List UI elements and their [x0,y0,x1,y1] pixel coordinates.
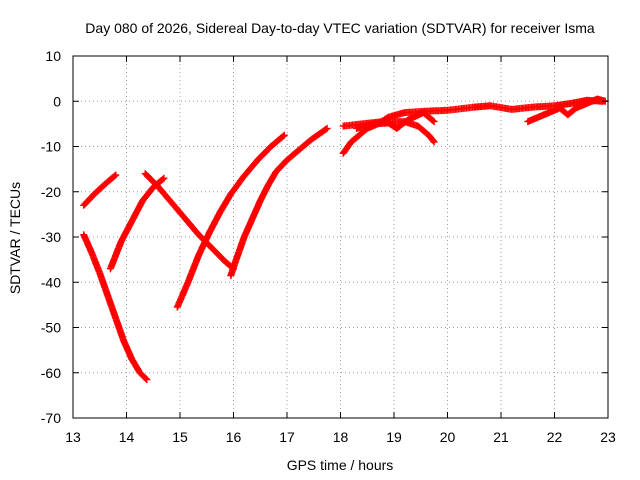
y-tick-label: 0 [53,93,61,109]
x-tick-label: 19 [386,429,402,445]
y-tick-label: 10 [45,48,61,64]
y-axis-label: SDTVAR / TECUs [7,182,23,294]
y-tick-label: -10 [41,139,61,155]
data-point-markers [80,171,120,209]
y-tick-label: -40 [41,274,61,290]
x-tick-label: 14 [119,429,135,445]
data-points [80,95,609,383]
series-track-6 [227,124,331,279]
y-tick-label: -30 [41,229,61,245]
y-tick-label: -60 [41,365,61,381]
y-tick-labels: 10 0 -10 -20 -30 -40 -50 -60 -70 [41,48,61,426]
data-point-markers [227,124,331,279]
x-tick-label: 15 [172,429,188,445]
axis-ticks [72,55,609,419]
series-track-9 [353,109,438,132]
x-tick-label: 20 [440,429,456,445]
x-tick-label: 21 [493,429,509,445]
chart-title: Day 080 of 2026, Sidereal Day-to-day VTE… [85,20,595,36]
x-tick-label: 13 [65,429,81,445]
x-tick-label: 17 [279,429,295,445]
data-point-markers [524,95,609,126]
data-point-markers [80,231,151,383]
data-point-markers [173,131,288,311]
series-track-5 [173,131,288,311]
x-tick-label: 16 [226,429,242,445]
x-tick-labels: 13 14 15 16 17 18 19 20 21 22 23 [65,429,616,445]
data-point-markers [353,109,438,132]
series-track-2 [80,231,151,383]
series-track-1 [80,171,120,209]
x-tick-label: 23 [600,429,616,445]
y-tick-label: -50 [41,320,61,336]
x-tick-label: 22 [547,429,563,445]
y-tick-label: -70 [41,410,61,426]
y-tick-label: -20 [41,184,61,200]
x-axis-label: GPS time / hours [287,457,394,473]
series-track-10 [524,95,609,126]
grid-lines [73,56,608,418]
x-tick-label: 18 [333,429,349,445]
